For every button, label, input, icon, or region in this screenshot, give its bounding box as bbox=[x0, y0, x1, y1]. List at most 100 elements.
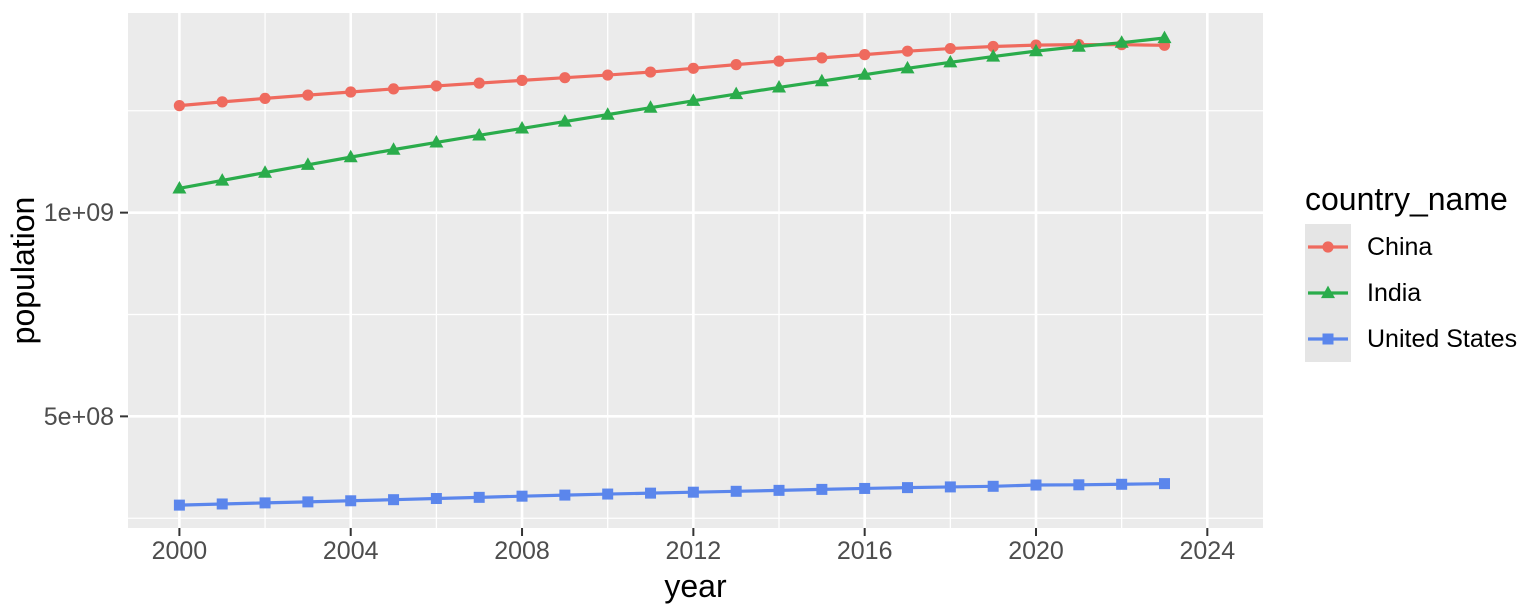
x-tick-label: 2016 bbox=[837, 537, 893, 565]
legend-key-marker bbox=[1322, 333, 1334, 345]
data-point-united-states bbox=[473, 491, 485, 503]
data-point-united-states bbox=[345, 495, 357, 507]
data-point-china bbox=[259, 92, 271, 104]
data-point-india bbox=[772, 80, 787, 93]
data-point-india bbox=[300, 157, 315, 170]
data-point-india bbox=[857, 67, 872, 80]
x-tick-label: 2004 bbox=[323, 537, 379, 565]
legend-key-marker bbox=[1322, 241, 1334, 253]
data-point-united-states bbox=[173, 499, 185, 511]
data-point-china bbox=[430, 80, 442, 92]
data-point-united-states bbox=[944, 481, 956, 493]
legend-title: country_name bbox=[1305, 181, 1508, 217]
data-point-india bbox=[900, 60, 915, 74]
data-point-china bbox=[730, 59, 742, 71]
data-point-india bbox=[515, 121, 530, 134]
data-point-india bbox=[686, 93, 701, 106]
legend-item-united-states: United States bbox=[1305, 316, 1535, 362]
x-tick-label: 2024 bbox=[1180, 537, 1236, 565]
y-tick-label: 5e+08 bbox=[44, 403, 114, 431]
data-point-china bbox=[473, 77, 485, 89]
data-point-united-states bbox=[773, 484, 785, 496]
united-states-line-square-icon bbox=[1305, 316, 1351, 362]
data-point-china bbox=[173, 100, 185, 112]
data-point-united-states bbox=[1116, 478, 1128, 490]
data-point-united-states bbox=[516, 490, 528, 502]
data-point-india bbox=[643, 100, 658, 113]
data-point-united-states bbox=[216, 498, 228, 510]
legend-label-united-states: United States bbox=[1367, 324, 1518, 353]
legend-key-china bbox=[1305, 224, 1351, 270]
data-point-china bbox=[302, 89, 314, 101]
series-line-united-states bbox=[179, 482, 1165, 507]
series-line-india bbox=[179, 36, 1165, 190]
data-point-united-states bbox=[388, 494, 400, 506]
data-point-india bbox=[557, 114, 572, 127]
data-point-china bbox=[559, 72, 571, 84]
data-point-india bbox=[729, 86, 744, 100]
data-point-china bbox=[602, 69, 614, 81]
data-point-united-states bbox=[602, 488, 614, 500]
x-tick-label: 2000 bbox=[152, 537, 208, 565]
data-point-united-states bbox=[987, 480, 999, 492]
data-point-india bbox=[472, 127, 487, 141]
data-point-united-states bbox=[730, 485, 742, 497]
data-point-india bbox=[814, 73, 829, 87]
data-point-united-states bbox=[1030, 479, 1042, 491]
data-point-united-states bbox=[1073, 479, 1085, 491]
data-point-india bbox=[215, 173, 230, 186]
data-point-united-states bbox=[559, 489, 571, 501]
data-point-united-states bbox=[687, 486, 699, 498]
data-point-india bbox=[172, 180, 187, 194]
data-point-india bbox=[258, 165, 273, 178]
china-line-circle-icon bbox=[1305, 224, 1351, 270]
x-axis-title: year bbox=[664, 568, 727, 604]
india-line-triangle-icon bbox=[1305, 270, 1351, 316]
data-point-china bbox=[944, 42, 956, 55]
panel-background bbox=[128, 13, 1263, 528]
data-point-china bbox=[901, 45, 914, 57]
data-point-india bbox=[429, 135, 444, 148]
data-point-china bbox=[216, 96, 228, 108]
legend-label-china: China bbox=[1367, 232, 1433, 261]
data-point-united-states bbox=[302, 496, 314, 508]
data-point-united-states bbox=[859, 482, 871, 494]
data-point-united-states bbox=[259, 497, 271, 509]
data-point-united-states bbox=[902, 482, 914, 494]
data-point-china bbox=[859, 49, 871, 61]
legend-key-united-states bbox=[1305, 316, 1351, 362]
data-point-china bbox=[387, 83, 400, 95]
data-point-china bbox=[644, 66, 657, 78]
legend-item-china: China bbox=[1305, 224, 1535, 270]
legend-label-india: India bbox=[1367, 278, 1422, 307]
data-point-china bbox=[816, 52, 828, 64]
data-point-united-states bbox=[816, 483, 828, 495]
x-tick-label: 2020 bbox=[1008, 537, 1064, 565]
y-axis-title: population bbox=[5, 197, 41, 345]
y-tick-label: 1e+09 bbox=[44, 199, 114, 227]
x-tick-label: 2008 bbox=[494, 537, 550, 565]
data-point-united-states bbox=[1158, 478, 1170, 490]
plot-panel: 2000 2004 2008 2012 2016 2020 2024 5e+08 1e+09 bbox=[44, 13, 1263, 565]
data-point-china bbox=[516, 74, 528, 86]
data-point-india bbox=[1157, 30, 1172, 44]
data-point-united-states bbox=[645, 487, 657, 499]
data-point-india bbox=[1029, 43, 1043, 57]
x-tick-label: 2012 bbox=[666, 537, 722, 565]
data-point-india bbox=[986, 49, 1001, 62]
data-point-india bbox=[343, 149, 358, 163]
data-point-china bbox=[345, 86, 357, 98]
legend-item-india: India bbox=[1305, 270, 1535, 316]
data-point-india bbox=[1071, 39, 1086, 52]
data-point-india bbox=[600, 107, 615, 120]
data-point-china bbox=[987, 40, 999, 53]
data-point-india bbox=[1114, 35, 1129, 48]
data-point-china bbox=[687, 62, 699, 74]
data-point-united-states bbox=[430, 493, 442, 505]
series-line-china bbox=[179, 43, 1165, 108]
legend-key-marker bbox=[1321, 285, 1335, 299]
data-point-india bbox=[943, 54, 958, 68]
data-point-india bbox=[386, 142, 401, 155]
legend-key-india bbox=[1305, 270, 1351, 316]
